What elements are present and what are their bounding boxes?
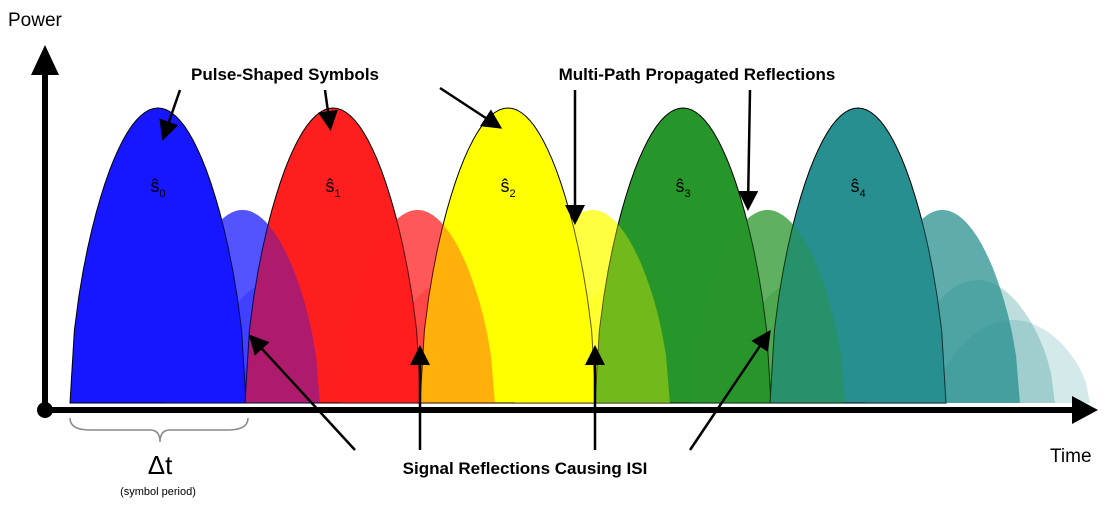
pulse [594,107,772,404]
symbol-label: ŝ3 [675,176,690,200]
y-axis-arrow [31,45,59,75]
symbol-label: ŝ1 [325,176,340,200]
symbol-name: ŝ [675,176,684,196]
symbol-label: ŝ4 [850,176,865,200]
y-axis-label: Power [8,10,63,31]
x-axis-label: Time [1050,446,1092,467]
arrow [688,329,771,451]
symbol-label: ŝ0 [150,176,165,200]
x-axis-arrow [1072,396,1098,424]
reflection-overlay [165,210,320,403]
period-symbol: Δt [148,450,173,480]
pulses-annotation: Pulse-Shaped Symbols [191,65,379,84]
reflection-overlay [690,210,845,403]
symbol-index: 1 [334,188,340,200]
symbol-name: ŝ [150,176,159,196]
arrow [159,89,182,141]
symbol-index: 0 [159,188,165,200]
reflections-annotation: Multi-Path Propagated Reflections [559,65,836,84]
symbol-name: ŝ [500,176,509,196]
symbol-index: 4 [859,188,865,200]
reflection-overlay [340,210,495,403]
symbol-index: 2 [509,188,515,200]
symbol-label: ŝ2 [500,176,515,200]
arrow [318,89,338,131]
arrow [248,334,356,451]
pulses: ŝ0 ŝ1 ŝ2 ŝ3 ŝ4 [69,107,1090,404]
pulse [769,107,947,404]
symbol-name: ŝ [325,176,334,196]
origin [37,402,53,418]
arrow [738,89,759,211]
arrows [159,86,771,451]
reflection-overlay [515,210,670,403]
symbol-index: 3 [684,188,690,200]
arrow [439,86,503,129]
period-caption: (symbol period) [120,486,196,498]
reflection-overlay [865,210,1020,403]
pulse [69,107,247,404]
symbol-name: ŝ [850,176,859,196]
isi-annotation: Signal Reflections Causing ISI [403,459,648,478]
pulse [244,107,422,404]
period-brace [69,417,249,443]
